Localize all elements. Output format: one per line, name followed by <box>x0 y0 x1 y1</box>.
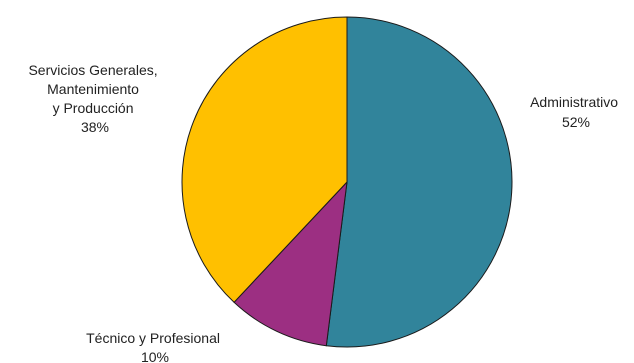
slice-administrativo <box>325 16 513 348</box>
slice-label-servicios-line-3: y Producción <box>53 100 134 116</box>
slice-tecnico-profesional <box>233 180 348 347</box>
slice-label-servicios-line-1: Servicios Generales, <box>28 62 157 78</box>
slice-label-tecnico-profesional: Técnico y Profesional 10% <box>86 330 224 363</box>
slice-label-tecnico-line-1: Técnico y Profesional <box>86 330 220 346</box>
slice-percent-administrativo: 52% <box>562 114 590 130</box>
slice-percent-servicios: 38% <box>81 119 109 135</box>
pie-slices <box>181 16 513 348</box>
slice-servicios-generales <box>181 16 348 303</box>
slice-label-administrativo-line-1: Administrativo <box>530 94 618 110</box>
slice-label-servicios-generales: Servicios Generales, Mantenimiento y Pro… <box>28 62 161 135</box>
slice-percent-tecnico: 10% <box>141 349 169 363</box>
slice-label-administrativo: Administrativo 52% <box>530 94 622 130</box>
slice-label-servicios-line-2: Mantenimiento <box>47 81 139 97</box>
